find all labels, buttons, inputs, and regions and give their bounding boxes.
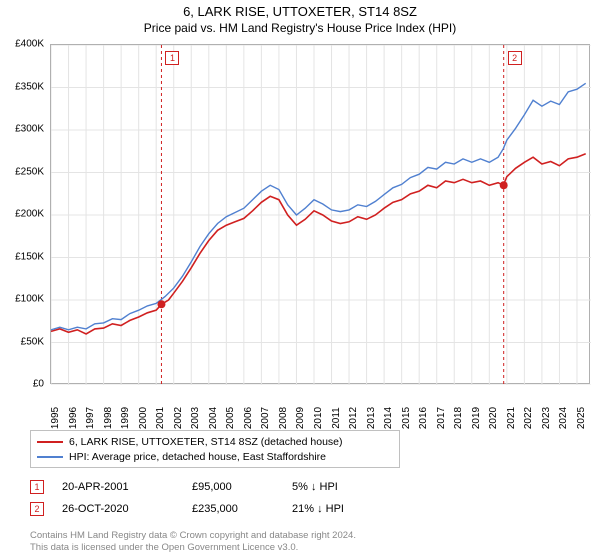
x-tick-label: 1996 [68,407,79,429]
sale-marker-icon: 2 [30,502,44,516]
x-tick-label: 2009 [295,407,306,429]
y-tick-label: £300K [15,124,44,135]
sale-price: £235,000 [192,503,292,515]
x-tick-label: 2024 [558,407,569,429]
y-axis-labels: £0£50K£100K£150K£200K£250K£300K£350K£400… [0,44,48,384]
legend-box: 6, LARK RISE, UTTOXETER, ST14 8SZ (detac… [30,430,400,468]
x-tick-label: 2018 [453,407,464,429]
x-tick-label: 2004 [208,407,219,429]
x-tick-label: 2006 [243,407,254,429]
y-tick-label: £400K [15,39,44,50]
chart-title-address: 6, LARK RISE, UTTOXETER, ST14 8SZ [0,4,600,19]
x-axis-labels: 1995 1996 1997 1998 1999 2000 2001 2002 2003 2004… [50,386,590,426]
sale-row: 2 26-OCT-2020 £235,000 21% ↓ HPI [30,498,412,520]
x-tick-label: 1999 [120,407,131,429]
x-tick-label: 2002 [173,407,184,429]
x-tick-label: 1998 [103,407,114,429]
legend-label: HPI: Average price, detached house, East… [69,451,326,463]
x-tick-label: 2003 [190,407,201,429]
y-tick-label: £150K [15,251,44,262]
sale-marker-icon: 1 [30,480,44,494]
sale-diff: 21% ↓ HPI [292,503,412,515]
footer-line: This data is licensed under the Open Gov… [30,542,356,554]
x-tick-label: 2016 [418,407,429,429]
sale-diff: 5% ↓ HPI [292,481,412,493]
y-tick-label: £250K [15,166,44,177]
x-tick-label: 2005 [225,407,236,429]
sale-price: £95,000 [192,481,292,493]
x-tick-label: 2008 [278,407,289,429]
sales-table: 1 20-APR-2001 £95,000 5% ↓ HPI 2 26-OCT-… [30,476,412,520]
x-tick-label: 2000 [138,407,149,429]
x-tick-label: 2022 [523,407,534,429]
x-tick-label: 2020 [488,407,499,429]
x-tick-label: 2012 [348,407,359,429]
legend-label: 6, LARK RISE, UTTOXETER, ST14 8SZ (detac… [69,436,343,448]
x-tick-label: 2013 [366,407,377,429]
x-tick-label: 2023 [541,407,552,429]
sale-marker-flag: 1 [165,51,179,65]
x-tick-label: 2021 [506,407,517,429]
title-block: 6, LARK RISE, UTTOXETER, ST14 8SZ Price … [0,0,600,35]
sale-date: 26-OCT-2020 [62,503,192,515]
chart-svg [51,45,591,385]
x-tick-label: 2011 [331,407,342,429]
x-tick-label: 2019 [471,407,482,429]
y-tick-label: £50K [21,336,44,347]
x-tick-label: 2010 [313,407,324,429]
footer-line: Contains HM Land Registry data © Crown c… [30,530,356,542]
legend-swatch [37,456,63,458]
x-tick-label: 2007 [260,407,271,429]
x-tick-label: 2015 [401,407,412,429]
x-tick-label: 2025 [576,407,587,429]
chart-container: 6, LARK RISE, UTTOXETER, ST14 8SZ Price … [0,0,600,560]
x-tick-label: 1997 [85,407,96,429]
legend-swatch [37,441,63,443]
y-tick-label: £100K [15,294,44,305]
x-tick-label: 2001 [155,407,166,429]
chart-title-subtitle: Price paid vs. HM Land Registry's House … [0,21,600,35]
legend-item-hpi: HPI: Average price, detached house, East… [37,449,393,464]
sale-marker-flag: 2 [508,51,522,65]
sale-date: 20-APR-2001 [62,481,192,493]
sale-row: 1 20-APR-2001 £95,000 5% ↓ HPI [30,476,412,498]
y-tick-label: £0 [33,379,44,390]
legend-item-property: 6, LARK RISE, UTTOXETER, ST14 8SZ (detac… [37,434,393,449]
x-tick-label: 1995 [50,407,61,429]
chart-plot-area: 12 [50,44,590,384]
y-tick-label: £200K [15,209,44,220]
x-tick-label: 2014 [383,407,394,429]
footer-attribution: Contains HM Land Registry data © Crown c… [30,530,356,554]
x-tick-label: 2017 [436,407,447,429]
y-tick-label: £350K [15,81,44,92]
